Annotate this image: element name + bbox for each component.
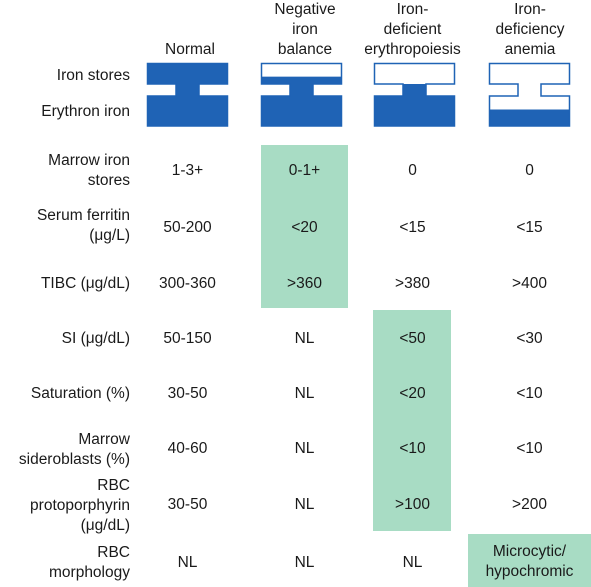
- value-tibc-anemia: >400: [512, 275, 547, 292]
- iron-compartment-negative-balance: [260, 62, 343, 127]
- iron-stores-fill: [261, 76, 342, 85]
- value-ferritin-anemia: <15: [516, 219, 543, 236]
- iron-compartment-anemia: [488, 62, 571, 127]
- compartment-outline: [260, 62, 343, 127]
- row-label-rbc-morphology: RBC morphology: [49, 544, 130, 581]
- highlight-deficient-erythropoiesis: [373, 310, 451, 531]
- highlight-negative-balance: [261, 145, 348, 308]
- value-sideroblasts-negative: NL: [294, 440, 315, 457]
- value-protoporphyrin-normal: 30-50: [167, 496, 208, 513]
- erythron-iron-fill: [261, 84, 342, 126]
- value-protoporphyrin-negative: NL: [294, 496, 315, 513]
- value-marrow-stores-negative: 0-1+: [288, 162, 321, 179]
- highlight-anemia-morphology: [468, 534, 591, 587]
- value-si-deficient-ep: <50: [399, 330, 426, 347]
- row-label-saturation: Saturation (%): [30, 385, 130, 402]
- row-label-marrow-iron-stores: Marrow iron stores: [48, 152, 130, 189]
- row-label-si: SI (μg/dL): [61, 330, 130, 347]
- header-iron-deficient-erythropoiesis: Iron- deficient erythropoiesis: [364, 1, 461, 58]
- erythron-iron-fill: [147, 84, 228, 126]
- header-normal: Normal: [165, 41, 215, 58]
- row-label-rbc-protoporphyrin: RBC protoporphyrin (μg/dL): [30, 477, 130, 534]
- value-si-negative: NL: [294, 330, 315, 347]
- value-saturation-negative: NL: [294, 385, 315, 402]
- value-morphology-anemia: Microcytic/ hypochromic: [485, 543, 574, 580]
- value-saturation-deficient-ep: <20: [399, 385, 426, 402]
- value-saturation-normal: 30-50: [167, 385, 208, 402]
- value-tibc-normal: 300-360: [159, 275, 216, 292]
- value-marrow-stores-normal: 1-3+: [171, 162, 204, 179]
- row-label-marrow-sideroblasts: Marrow sideroblasts (%): [18, 431, 130, 468]
- compartment-outline: [146, 62, 229, 127]
- erythron-iron-fill: [489, 109, 570, 126]
- value-sideroblasts-deficient-ep: <10: [399, 440, 426, 457]
- row-label-serum-ferritin: Serum ferritin (μg/L): [36, 207, 130, 244]
- value-tibc-deficient-ep: >380: [395, 275, 430, 292]
- value-morphology-negative: NL: [294, 554, 315, 571]
- value-sideroblasts-normal: 40-60: [167, 440, 208, 457]
- value-ferritin-normal: 50-200: [163, 219, 212, 236]
- header-iron-deficiency-anemia: Iron- deficiency anemia: [495, 1, 565, 58]
- row-label-tibc: TIBC (μg/dL): [40, 275, 130, 292]
- label-erythron-iron: Erythron iron: [41, 103, 130, 120]
- value-si-normal: 50-150: [163, 330, 212, 347]
- value-si-anemia: <30: [516, 330, 543, 347]
- header-negative-iron-balance: Negative iron balance: [274, 1, 336, 58]
- value-morphology-normal: NL: [177, 554, 198, 571]
- iron-compartment-normal: [146, 62, 229, 127]
- erythron-iron-fill: [374, 84, 455, 126]
- value-ferritin-deficient-ep: <15: [399, 219, 426, 236]
- value-sideroblasts-anemia: <10: [516, 440, 543, 457]
- value-protoporphyrin-anemia: >200: [512, 496, 547, 513]
- value-marrow-stores-anemia: 0: [525, 162, 534, 179]
- compartment-outline: [488, 62, 571, 127]
- value-saturation-anemia: <10: [516, 385, 543, 402]
- value-marrow-stores-deficient-ep: 0: [408, 162, 417, 179]
- value-morphology-deficient-ep: NL: [402, 554, 423, 571]
- compartment-outline: [373, 62, 456, 127]
- value-tibc-negative: >360: [287, 275, 322, 292]
- label-iron-stores: Iron stores: [56, 67, 130, 84]
- iron-stores-fill: [147, 63, 228, 85]
- value-ferritin-negative: <20: [291, 219, 318, 236]
- value-protoporphyrin-deficient-ep: >100: [395, 496, 430, 513]
- iron-compartment-deficient-erythropoiesis: [373, 62, 456, 127]
